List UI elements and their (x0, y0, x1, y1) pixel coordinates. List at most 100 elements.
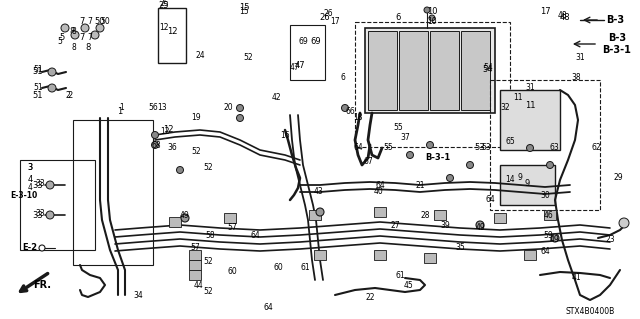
Text: 29: 29 (613, 174, 623, 182)
Text: 37: 37 (400, 133, 410, 143)
Circle shape (237, 105, 243, 112)
Text: 33: 33 (33, 181, 44, 189)
Text: 26: 26 (320, 13, 330, 23)
Text: 69: 69 (310, 38, 321, 47)
Circle shape (551, 234, 559, 242)
Text: 59: 59 (543, 231, 553, 240)
Circle shape (619, 218, 629, 228)
Text: 66: 66 (345, 108, 355, 116)
Text: B-3-1: B-3-1 (426, 153, 451, 162)
Circle shape (61, 24, 69, 32)
Circle shape (547, 161, 554, 168)
Text: 67: 67 (363, 158, 373, 167)
Text: 25: 25 (159, 0, 169, 8)
Text: 65: 65 (505, 137, 515, 146)
Text: B-3-1: B-3-1 (603, 45, 632, 55)
Text: 69: 69 (298, 38, 308, 47)
Text: 31: 31 (525, 84, 535, 93)
Text: 14: 14 (505, 175, 515, 184)
Text: 47: 47 (290, 63, 300, 72)
Text: 11: 11 (513, 93, 523, 102)
Text: 7: 7 (79, 33, 84, 42)
Bar (365, 28, 495, 113)
Bar (490, 80, 600, 210)
Text: 64: 64 (485, 196, 495, 204)
Text: 32: 32 (500, 103, 510, 113)
Bar (158, 8, 186, 63)
Text: 24: 24 (195, 50, 205, 60)
Text: 16: 16 (280, 130, 290, 139)
Text: 64: 64 (353, 144, 363, 152)
Text: 63: 63 (549, 144, 559, 152)
Text: 68: 68 (151, 140, 161, 150)
Circle shape (177, 167, 184, 174)
Bar (434, 210, 446, 220)
Text: 62: 62 (591, 144, 601, 152)
Text: 53: 53 (481, 144, 491, 152)
Text: 8: 8 (69, 27, 75, 36)
Circle shape (476, 221, 484, 229)
Text: 1: 1 (117, 108, 123, 116)
Text: 57: 57 (190, 243, 200, 253)
Text: 55: 55 (393, 123, 403, 132)
Text: 52: 52 (243, 54, 253, 63)
Text: E-3-10: E-3-10 (10, 190, 37, 199)
Text: 54: 54 (483, 65, 493, 75)
Text: 2: 2 (67, 91, 72, 100)
Circle shape (46, 181, 54, 189)
Text: 3: 3 (28, 164, 33, 173)
Text: 50: 50 (95, 18, 105, 26)
Bar (461, 31, 490, 110)
Text: 49: 49 (475, 224, 485, 233)
Bar (189, 260, 201, 270)
Circle shape (429, 15, 435, 21)
Text: 23: 23 (605, 235, 615, 244)
Text: 50: 50 (100, 18, 110, 26)
Bar (494, 213, 506, 223)
Circle shape (447, 174, 454, 182)
Text: 8: 8 (85, 43, 91, 53)
Circle shape (91, 31, 99, 39)
Text: 54: 54 (483, 63, 493, 72)
Text: 51: 51 (33, 84, 43, 93)
Circle shape (316, 208, 324, 216)
Text: B-3: B-3 (608, 33, 626, 43)
Text: 12: 12 (159, 24, 169, 33)
Bar (524, 250, 536, 260)
Circle shape (426, 142, 433, 149)
Text: 51: 51 (33, 91, 44, 100)
Text: 4: 4 (28, 183, 33, 192)
Text: 64: 64 (540, 248, 550, 256)
Text: 33: 33 (35, 179, 45, 188)
Text: 12: 12 (163, 125, 173, 135)
Text: 5: 5 (60, 33, 65, 42)
Text: 52: 52 (203, 164, 213, 173)
Text: STX4B0400B: STX4B0400B (565, 308, 614, 316)
Text: 48: 48 (560, 13, 570, 23)
Text: 6: 6 (396, 13, 401, 23)
Text: 46: 46 (543, 211, 553, 219)
Text: 8: 8 (72, 27, 76, 36)
Circle shape (424, 7, 430, 13)
Text: 35: 35 (455, 243, 465, 253)
Text: 15: 15 (239, 4, 249, 12)
Text: 53: 53 (475, 144, 485, 152)
Bar (314, 250, 326, 260)
Text: 51: 51 (33, 68, 44, 77)
Circle shape (406, 152, 413, 159)
Bar (355, 22, 510, 147)
Circle shape (527, 145, 534, 152)
Text: 36: 36 (167, 144, 177, 152)
Bar (189, 250, 201, 260)
Text: 49: 49 (550, 235, 560, 244)
Text: 8: 8 (72, 43, 76, 53)
Text: FR.: FR. (33, 280, 51, 290)
Bar (368, 31, 397, 110)
Text: 56: 56 (148, 103, 158, 113)
Text: 58: 58 (205, 231, 215, 240)
Text: 30: 30 (540, 190, 550, 199)
Bar (399, 31, 428, 110)
Text: 52: 52 (191, 147, 201, 157)
Text: 47: 47 (294, 61, 305, 70)
Text: 9: 9 (518, 174, 522, 182)
